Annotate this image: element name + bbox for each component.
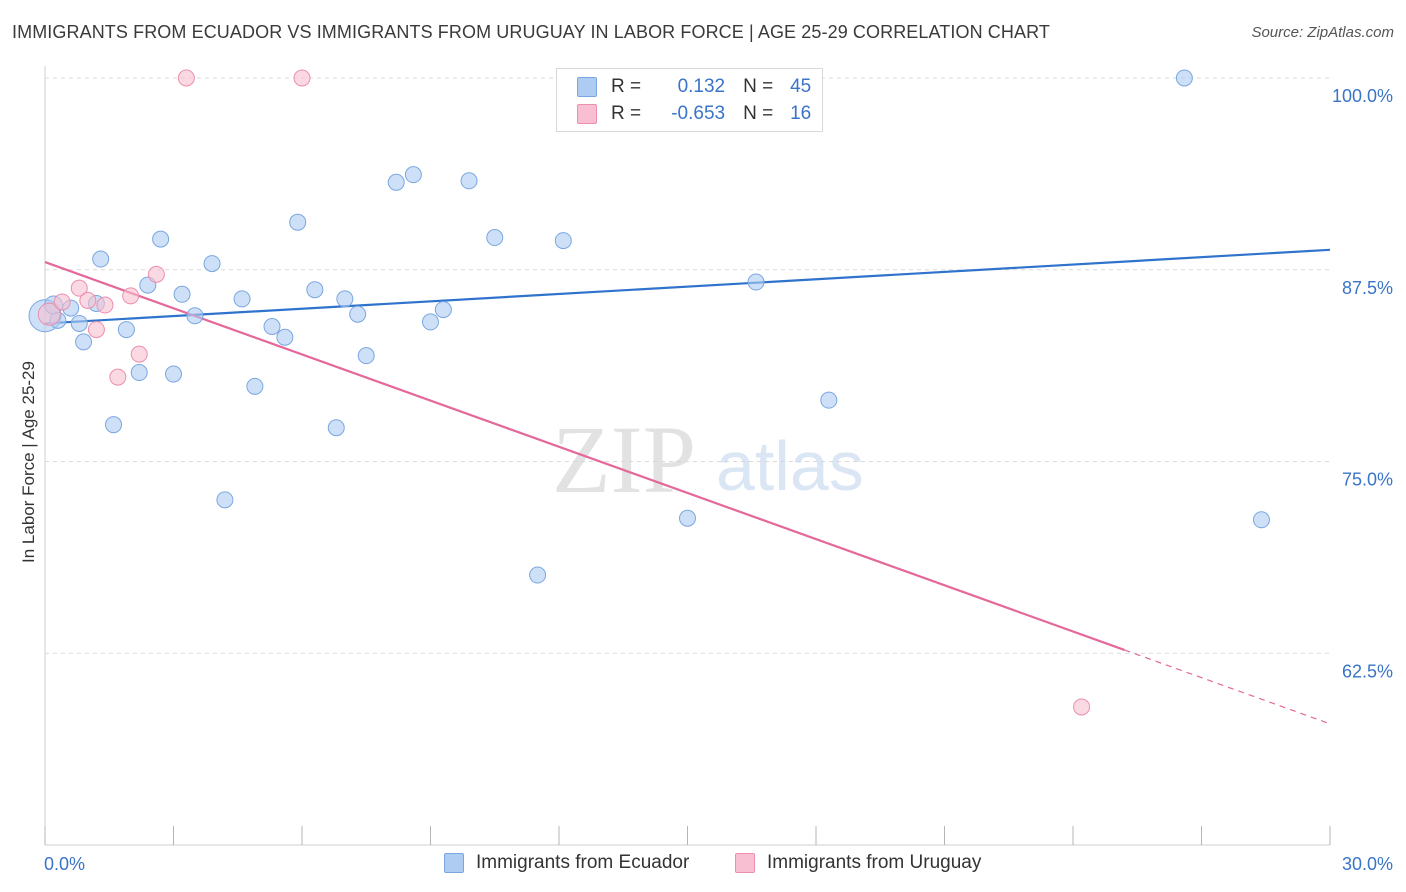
legend-n-label: N = <box>743 76 774 97</box>
point-ecuador <box>117 321 135 339</box>
point-ecuador <box>70 314 88 332</box>
legend-n-label: N = <box>743 103 774 124</box>
point-ecuador <box>246 377 264 395</box>
point-ecuador <box>105 416 123 434</box>
point-ecuador <box>216 491 234 509</box>
point-uruguay <box>70 279 88 297</box>
point-uruguay <box>79 291 97 309</box>
y-tick-label: 100.0% <box>1332 86 1393 106</box>
point-ecuador <box>747 273 765 291</box>
point-ecuador <box>276 328 294 346</box>
point-ecuador <box>203 255 221 273</box>
point-ecuador <box>186 307 204 325</box>
legend-r-label: R = <box>611 103 642 124</box>
point-ecuador <box>336 290 354 308</box>
legend-swatch-uruguay <box>735 853 755 873</box>
point-ecuador <box>289 213 307 231</box>
point-uruguay <box>147 265 165 283</box>
point-ecuador <box>92 250 110 268</box>
y-axis-label: In Labor Force | Age 25-29 <box>19 361 38 563</box>
y-tick-label: 87.5% <box>1342 278 1393 298</box>
point-ecuador <box>349 305 367 323</box>
chart-title: IMMIGRANTS FROM ECUADOR VS IMMIGRANTS FR… <box>12 22 1050 42</box>
legend-r-label: R = <box>611 76 642 97</box>
point-ecuador <box>679 509 696 527</box>
point-ecuador <box>327 419 345 437</box>
legend-label-ecuador: Immigrants from Ecuador <box>476 852 690 873</box>
legend-r-value: -0.653 <box>671 103 726 124</box>
point-ecuador <box>306 281 324 299</box>
legend-swatch-uruguay <box>577 104 597 124</box>
source-label: Source: ZipAtlas.com <box>1251 24 1394 41</box>
trend-line-uruguay-extension <box>1124 649 1331 725</box>
trend-line-uruguay <box>44 261 1125 651</box>
point-ecuador <box>554 232 572 250</box>
point-ecuador <box>422 313 439 331</box>
point-uruguay <box>87 321 105 339</box>
point-uruguay <box>122 287 140 305</box>
point-uruguay <box>53 293 71 311</box>
trend-lines <box>44 248 1331 725</box>
point-ecuador <box>233 290 251 308</box>
legend-row-uruguay: R = -0.653 N = 16 <box>577 101 811 127</box>
x-tick-label-max: 30.0% <box>1342 854 1393 874</box>
legend-item-ecuador: Immigrants from Ecuador <box>444 852 689 874</box>
point-uruguay <box>109 368 127 386</box>
trend-line-ecuador <box>44 248 1331 325</box>
watermark-zip: ZIP <box>552 406 696 513</box>
point-ecuador <box>434 301 452 319</box>
legend-n-value: 45 <box>790 76 812 97</box>
correlation-legend: R = 0.132 N = 45 R = -0.653 N = 16 <box>556 68 823 132</box>
point-ecuador <box>130 364 148 382</box>
legend-r-value: 0.132 <box>677 76 726 97</box>
point-ecuador <box>357 347 375 365</box>
data-points <box>28 69 1270 716</box>
point-ecuador <box>263 318 281 336</box>
point-ecuador <box>486 229 504 247</box>
axes <box>44 66 1331 846</box>
watermark: ZIP atlas <box>552 406 864 513</box>
point-ecuador <box>404 166 422 184</box>
x-tick-label-min: 0.0% <box>44 854 85 874</box>
point-ecuador <box>173 285 191 303</box>
legend-swatch-ecuador <box>577 77 597 97</box>
point-ecuador <box>165 365 182 383</box>
watermark-atlas: atlas <box>716 427 864 505</box>
point-uruguay <box>177 69 195 87</box>
point-uruguay <box>37 302 61 326</box>
y-tick-label: 75.0% <box>1342 470 1393 490</box>
point-uruguay <box>96 296 114 314</box>
legend-item-uruguay: Immigrants from Uruguay <box>735 852 981 874</box>
point-ecuador <box>529 566 547 584</box>
legend-swatch-ecuador <box>444 853 464 873</box>
point-uruguay <box>130 345 148 363</box>
point-ecuador <box>152 230 170 248</box>
point-uruguay <box>293 69 311 87</box>
legend-n-value: 16 <box>790 103 812 124</box>
point-uruguay <box>1073 698 1091 716</box>
legend-row-ecuador: R = 0.132 N = 45 <box>577 74 811 100</box>
point-ecuador <box>75 333 93 351</box>
series-legend: Immigrants from Ecuador Immigrants from … <box>0 852 1406 878</box>
legend-label-uruguay: Immigrants from Uruguay <box>767 852 982 873</box>
tick-labels: 62.5% 75.0% 87.5% 100.0% 0.0% 30.0% <box>44 86 1393 874</box>
y-tick-label: 62.5% <box>1342 661 1393 681</box>
point-ecuador <box>460 172 478 190</box>
grid-lines <box>45 77 1330 654</box>
point-ecuador <box>1175 69 1193 87</box>
point-ecuador <box>387 173 405 191</box>
point-ecuador <box>1252 511 1270 529</box>
point-ecuador <box>820 391 838 409</box>
